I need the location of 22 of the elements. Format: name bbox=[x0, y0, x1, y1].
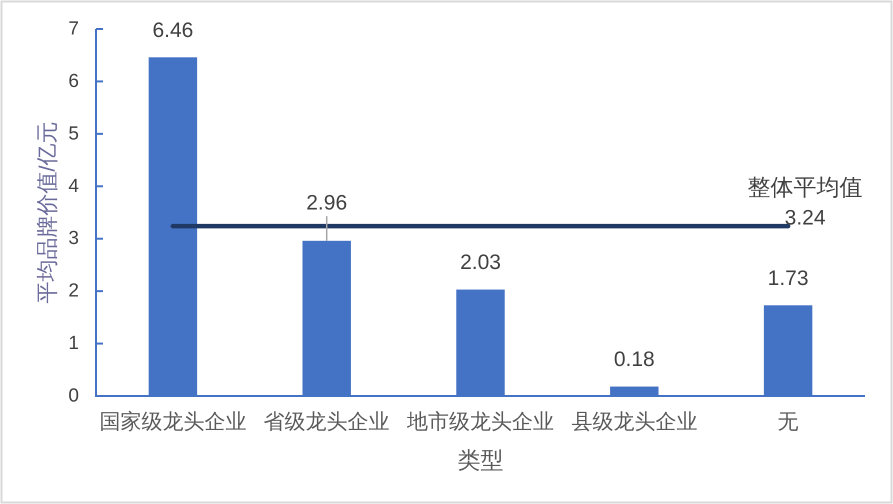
y-tick-label: 1 bbox=[68, 333, 79, 354]
data-label: 1.73 bbox=[768, 266, 809, 290]
y-tick-label: 4 bbox=[68, 176, 80, 197]
y-tick-label: 3 bbox=[68, 228, 79, 250]
y-tick-label: 2 bbox=[68, 280, 79, 302]
x-tick-label: 无 bbox=[778, 410, 799, 434]
y-tick-label: 6 bbox=[68, 70, 79, 92]
data-label: 3.24 bbox=[784, 206, 826, 230]
series-label: 整体平均值 bbox=[748, 174, 863, 200]
x-tick-label: 省级龙头企业 bbox=[264, 410, 390, 434]
y-axis-title: 平均品牌价值/亿元 bbox=[34, 121, 60, 304]
x-tick-label: 县级龙头企业 bbox=[571, 410, 698, 434]
data-label: 0.18 bbox=[614, 348, 655, 372]
data-label: 2.96 bbox=[306, 192, 348, 215]
x-tick-label: 地市级龙头企业 bbox=[406, 410, 554, 434]
data-label: 6.46 bbox=[152, 18, 194, 42]
x-axis-title: 类型 bbox=[458, 447, 504, 473]
data-label: 2.03 bbox=[460, 251, 501, 274]
y-tick-label: 7 bbox=[68, 18, 79, 40]
x-tick-label: 国家级龙头企业 bbox=[99, 410, 246, 434]
y-tick-label: 5 bbox=[68, 123, 79, 144]
y-tick-label: 0 bbox=[68, 386, 79, 406]
